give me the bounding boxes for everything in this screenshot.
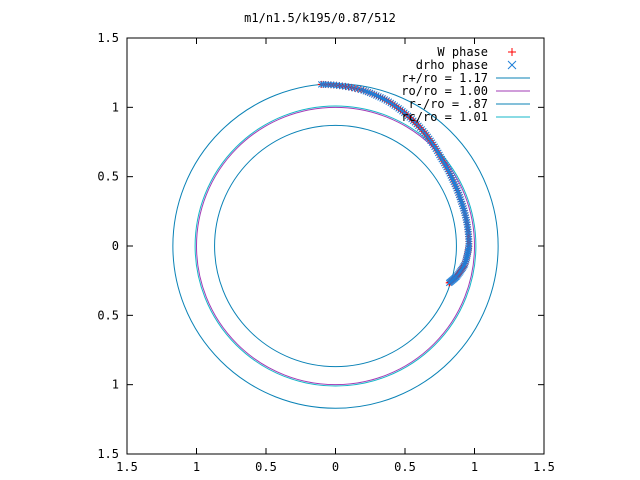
drho-phase-point xyxy=(362,87,370,95)
drho-phase-point xyxy=(443,163,450,171)
y-tick-label: 0 xyxy=(112,239,119,253)
drho-phase-point xyxy=(322,81,330,88)
drho-phase-point xyxy=(432,145,440,153)
y-tick-label: 1 xyxy=(112,378,119,392)
drho-phase-point xyxy=(385,98,393,106)
drho-phase-point xyxy=(364,88,372,96)
drho-phase-point xyxy=(372,92,380,99)
drho-phase-point xyxy=(448,174,456,182)
drho-phase-point xyxy=(449,176,457,184)
y-tick-label: 0.5 xyxy=(97,308,119,322)
drho-phase-point xyxy=(442,161,449,169)
y-tick-label: 1 xyxy=(112,100,119,114)
legend-marker xyxy=(507,60,517,70)
drho-phase-point xyxy=(433,147,441,155)
drho-phase-point xyxy=(446,170,454,177)
drho-phase-point xyxy=(451,180,459,188)
drho-phase-point xyxy=(333,81,340,89)
drho-phase-point xyxy=(383,97,391,104)
drho-phase-point xyxy=(444,165,452,173)
y-tick-label: 1.5 xyxy=(97,447,119,461)
drho-phase-point xyxy=(454,187,461,194)
drho-phase-point xyxy=(462,256,470,264)
point-layer xyxy=(317,80,473,287)
drho-phase-point xyxy=(381,96,389,103)
chart-title: m1/n1.5/k195/0.87/512 xyxy=(244,11,396,25)
reference-circle xyxy=(194,105,477,387)
x-tick-label: 0 xyxy=(332,460,339,474)
drho-phase-point xyxy=(465,238,473,245)
drho-phase-point xyxy=(377,94,384,101)
drho-phase-point xyxy=(319,81,327,88)
drho-phase-point xyxy=(463,254,470,262)
reference-circle xyxy=(196,106,475,386)
drho-phase-point xyxy=(454,189,462,197)
drho-phase-point xyxy=(456,193,464,201)
drho-phase-point xyxy=(445,167,453,175)
drho-phase-point xyxy=(457,198,465,205)
legend-label: W phase xyxy=(437,45,488,59)
drho-phase-point xyxy=(379,95,386,102)
drho-phase-point xyxy=(375,93,382,100)
circle-layer xyxy=(172,83,499,409)
drho-phase-point xyxy=(440,159,448,167)
drho-phase-point xyxy=(438,155,446,163)
x-tick-label: 0.5 xyxy=(394,460,416,474)
x-tick-label: 0.5 xyxy=(255,460,277,474)
x-tick-label: 1 xyxy=(193,460,200,474)
y-tick-label: 1.5 xyxy=(97,31,119,45)
drho-phase-point xyxy=(463,252,471,260)
drho-phase-point xyxy=(452,182,460,190)
x-tick-label: 1 xyxy=(471,460,478,474)
drho-phase-point xyxy=(436,151,443,159)
legend-label: drho phase xyxy=(416,58,488,72)
drho-phase-point xyxy=(434,149,442,157)
reference-circle xyxy=(172,83,499,409)
drho-phase-point xyxy=(368,90,376,98)
drho-phase-point xyxy=(457,196,464,203)
x-tick-label: 1.5 xyxy=(533,460,555,474)
legend-marker xyxy=(508,48,516,56)
drho-phase-point xyxy=(459,202,467,210)
drho-phase-point xyxy=(360,87,368,94)
drho-phase-point xyxy=(445,279,453,287)
drho-phase-point xyxy=(450,178,458,186)
drho-phase-point xyxy=(366,89,374,97)
legend-label: rc/ro = 1.01 xyxy=(401,110,488,124)
drho-phase-point xyxy=(455,191,463,199)
legend-label: r+/ro = 1.17 xyxy=(401,71,488,85)
drho-phase-point xyxy=(327,81,335,89)
drho-phase-point xyxy=(324,81,332,88)
drho-phase-point xyxy=(370,91,378,98)
drho-phase-point xyxy=(447,172,455,179)
drho-phase-point xyxy=(437,153,444,161)
y-tick-label: 0.5 xyxy=(97,170,119,184)
reference-circle xyxy=(214,124,457,368)
tick-layer: 1.5 1 0.5 0 0.5 1 1.51.510.500.511.5 xyxy=(97,31,555,474)
x-tick-label: 1.5 xyxy=(116,460,138,474)
legend-label: ro/ro = 1.00 xyxy=(401,84,488,98)
legend-label: r-/ro = .87 xyxy=(409,97,488,111)
drho-phase-point xyxy=(453,184,460,192)
drho-phase-point xyxy=(330,81,338,89)
drho-phase-point xyxy=(458,200,466,208)
drho-phase-point xyxy=(439,157,447,165)
